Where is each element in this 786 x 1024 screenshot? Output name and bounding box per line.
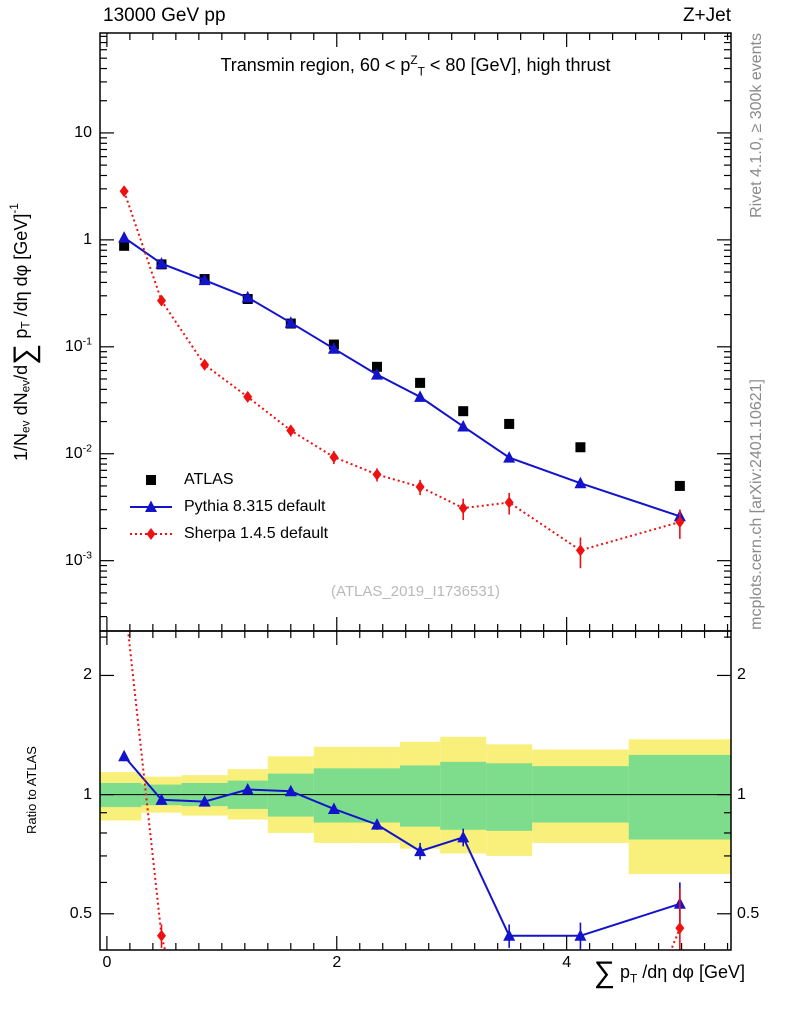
- ratio-y-tick-label: 0.5: [69, 904, 92, 922]
- ratio-y-tick-label-right: 1: [737, 785, 746, 803]
- x-axis-title: ∑ pT /dη dφ [GeV]: [593, 956, 745, 989]
- main-y-tick-label: 1: [83, 230, 92, 248]
- ratio-y-tick-label-right: 0.5: [737, 904, 760, 922]
- main-y-tick-label: 10-3: [64, 549, 92, 569]
- process-label: Z+Jet: [682, 5, 731, 26]
- ratio-frame: [99, 630, 732, 951]
- x-tick-label: 0: [102, 954, 112, 971]
- main-y-tick-label: 10-1: [64, 335, 92, 355]
- plot-title: Transmin region, 60 < pZT < 80 [GeV], hi…: [220, 53, 611, 79]
- ratio-y-tick-label-right: 2: [737, 666, 746, 684]
- beam-energy-label: 13000 GeV pp: [103, 5, 226, 26]
- mcplots-reference-label: mcplots.cern.ch [arXiv:2401.10621]: [748, 379, 765, 630]
- main-y-tick-label: 10: [74, 123, 92, 141]
- main-series-pythia-8-315-default: [118, 231, 686, 525]
- ratio-y-tick-label: 1: [83, 785, 92, 803]
- main-frame: [99, 32, 732, 632]
- x-tick-label: 2: [332, 954, 342, 971]
- axis-ticks: [100, 33, 731, 950]
- analysis-id-watermark: (ATLAS_2019_I1736531): [330, 583, 500, 600]
- x-tick-label: 4: [562, 954, 572, 971]
- main-y-tick-label: 10-2: [64, 442, 92, 462]
- rivet-version-label: Rivet 4.1.0, ≥ 300k events: [748, 33, 765, 218]
- ratio-y-tick-label: 2: [83, 666, 92, 684]
- main-series-sherpa-1-4-5-default: [119, 185, 685, 569]
- ratio-series-sherpa-1-4-5-default: [127, 631, 685, 950]
